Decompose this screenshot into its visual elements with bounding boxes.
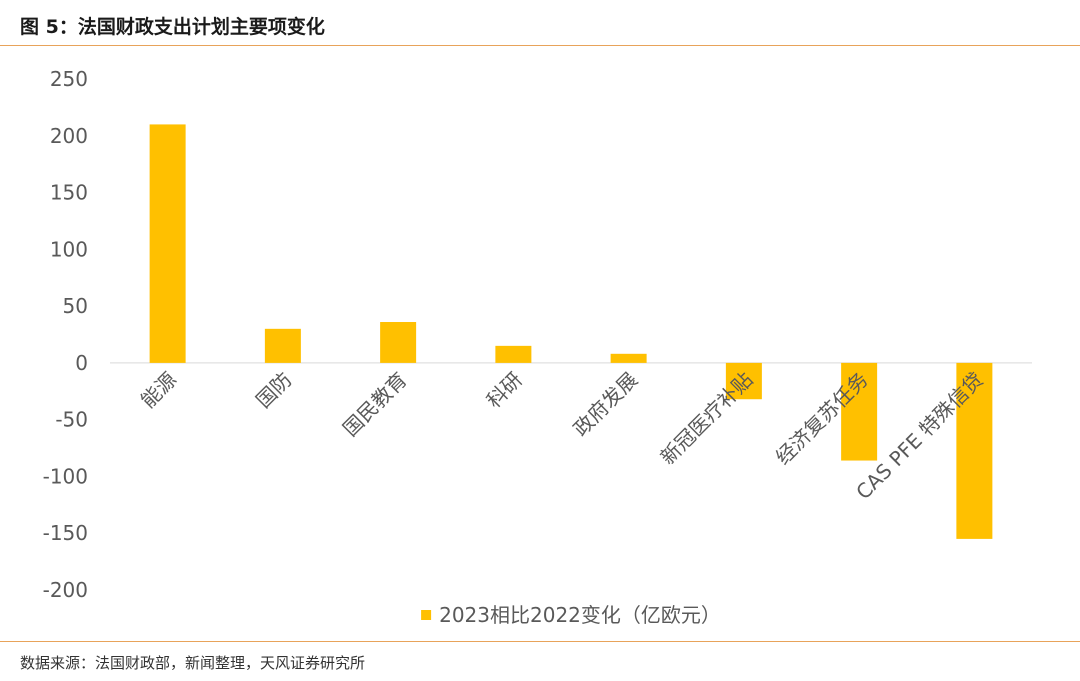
figure-title: 图 5：法国财政支出计划主要项变化: [20, 16, 325, 38]
y-tick-label: -150: [43, 521, 88, 545]
bar-series: [149, 124, 993, 539]
source-note: 数据来源：法国财政部，新闻整理，天风证券研究所: [20, 654, 366, 672]
legend-swatch: [421, 610, 432, 620]
y-tick-label: 100: [50, 237, 88, 261]
bar: [264, 328, 301, 363]
x-tick-label: 能源: [136, 367, 181, 412]
bar: [725, 362, 762, 400]
source-divider: [0, 641, 1080, 642]
bar: [380, 322, 417, 363]
y-tick-label: 0: [75, 351, 88, 375]
y-tick-label: -100: [43, 464, 88, 488]
x-tick-label: 新冠医疗补贴: [656, 367, 758, 469]
bar: [495, 345, 532, 363]
x-tick-label: 国民教育: [338, 367, 412, 441]
y-axis: 250 200 150 100 50 0 -50 -100 -150 -200: [43, 67, 88, 602]
y-tick-label: 50: [63, 294, 88, 318]
bar-chart: 250 200 150 100 50 0 -50 -100 -150 -200 能源 国防 国民教育 科…: [43, 67, 1032, 627]
y-tick-label: -200: [43, 578, 88, 602]
legend-label: 2023相比2022变化（亿欧元）: [439, 603, 721, 627]
bar: [841, 362, 878, 461]
y-tick-label: 150: [50, 181, 88, 205]
y-tick-label: 200: [50, 124, 88, 148]
x-tick-label: 国防: [251, 367, 296, 412]
bar: [610, 353, 647, 363]
y-tick-label: 250: [50, 67, 88, 91]
bar: [956, 362, 993, 539]
bar: [149, 124, 186, 363]
x-tick-label: 政府发展: [569, 367, 643, 441]
legend: 2023相比2022变化（亿欧元）: [421, 603, 721, 627]
title-divider: [0, 45, 1080, 46]
y-tick-label: -50: [55, 408, 88, 432]
x-tick-label: 科研: [482, 367, 527, 412]
